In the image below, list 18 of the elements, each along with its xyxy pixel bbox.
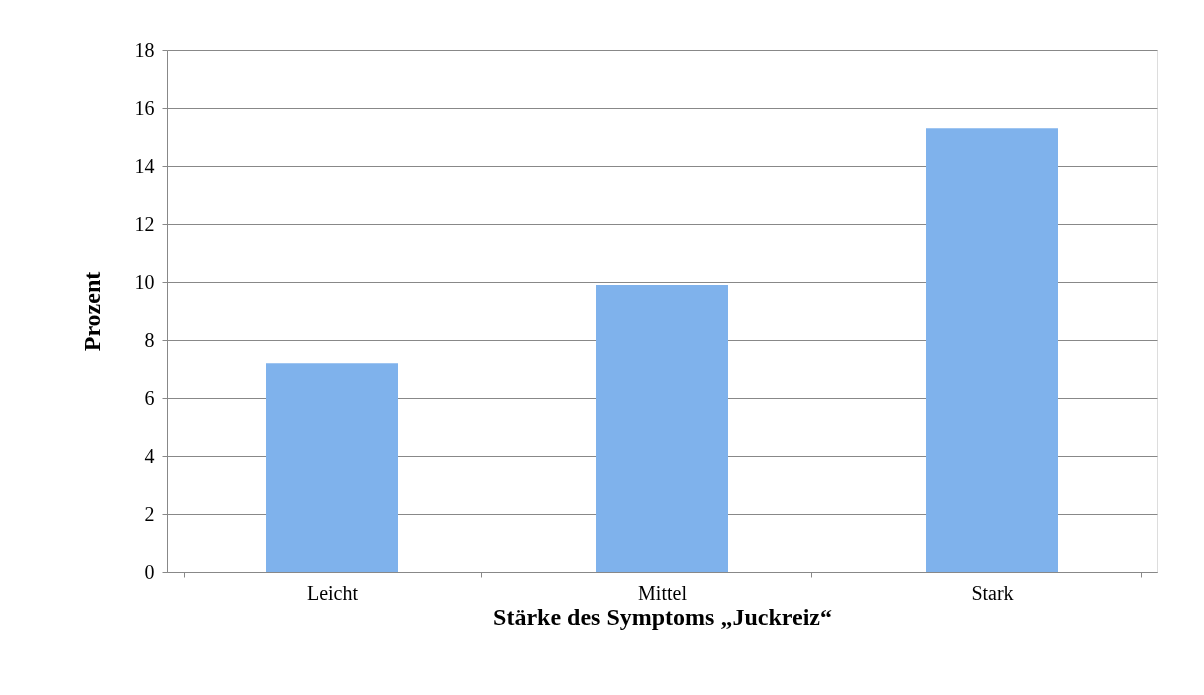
y-tick-label: 8: [144, 328, 155, 351]
y-tick-label: 18: [134, 38, 155, 61]
y-tick-label: 16: [134, 96, 155, 119]
y-tick-label: 10: [134, 270, 155, 293]
x-tick-label: Leicht: [306, 581, 359, 604]
bar: [266, 363, 398, 572]
x-tick-label: Stark: [971, 581, 1014, 604]
y-axis-title: Prozent: [78, 271, 105, 352]
y-tick-label: 6: [144, 386, 155, 409]
x-tick-label: Mittel: [638, 581, 688, 604]
x-axis-title: Stärke des Symptoms „Juckreiz“: [493, 603, 832, 630]
bar: [926, 128, 1058, 572]
y-tick-label: 0: [144, 560, 155, 583]
y-tick-label: 4: [144, 444, 155, 467]
y-tick-label: 2: [144, 502, 155, 525]
y-tick-label: 14: [134, 154, 155, 177]
y-tick-label: 12: [134, 212, 155, 235]
bar: [596, 284, 728, 572]
